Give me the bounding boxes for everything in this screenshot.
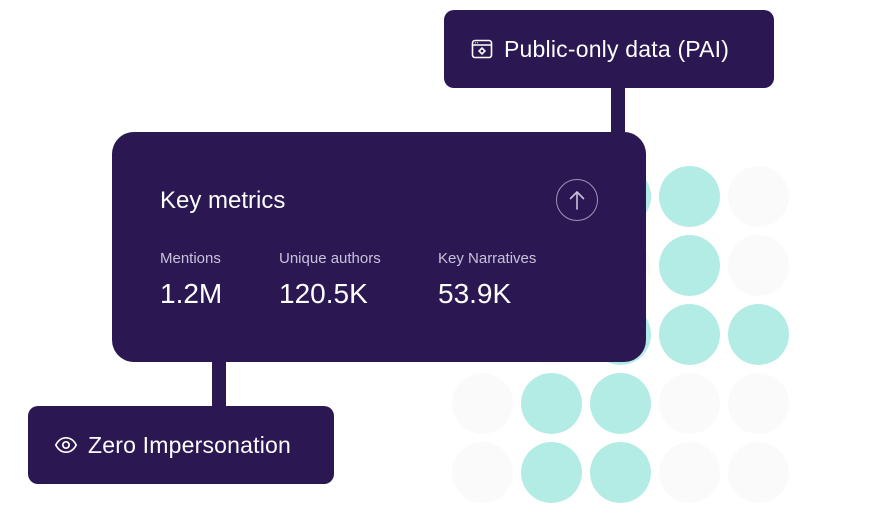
dot-inactive — [659, 373, 720, 434]
dot-active — [521, 373, 582, 434]
dot-inactive — [728, 373, 789, 434]
dot-active — [728, 304, 789, 365]
dot-active — [590, 442, 651, 503]
arrow-up-circle-icon[interactable] — [556, 179, 598, 221]
dot-inactive — [728, 235, 789, 296]
public-only-data-badge: Public-only data (PAI) — [444, 10, 774, 88]
dot-active — [590, 373, 651, 434]
dot-inactive — [728, 166, 789, 227]
dot-inactive — [452, 373, 513, 434]
dot-active — [521, 442, 582, 503]
browser-window-gear-icon — [470, 37, 494, 61]
zero-impersonation-label: Zero Impersonation — [88, 431, 292, 458]
metric-label: Mentions — [160, 250, 221, 267]
dot-inactive — [728, 442, 789, 503]
zero-impersonation-badge: Zero Impersonation — [28, 406, 334, 484]
metric-value: 53.9K — [438, 278, 512, 309]
connector-top — [611, 82, 625, 138]
metric-mentions: Mentions 1.2M — [160, 250, 222, 310]
connector-bottom — [212, 355, 226, 413]
dot-active — [659, 304, 720, 365]
metric-label: Key Narratives — [438, 250, 537, 267]
public-only-data-label: Public-only data (PAI) — [504, 35, 730, 62]
dot-inactive — [452, 442, 513, 503]
metric-value: 1.2M — [160, 278, 223, 309]
metric-label: Unique authors — [279, 250, 381, 267]
eye-icon — [54, 433, 78, 457]
dot-active — [659, 235, 720, 296]
dot-inactive — [659, 442, 720, 503]
metric-key-narratives: Key Narratives 53.9K — [438, 250, 536, 310]
key-metrics-card: Key metrics Mentions 1.2M Unique authors… — [112, 132, 646, 362]
dot-active — [659, 166, 720, 227]
card-title: Key metrics — [160, 187, 286, 214]
metric-unique-authors: Unique authors 120.5K — [279, 250, 381, 310]
metric-value: 120.5K — [279, 278, 368, 309]
